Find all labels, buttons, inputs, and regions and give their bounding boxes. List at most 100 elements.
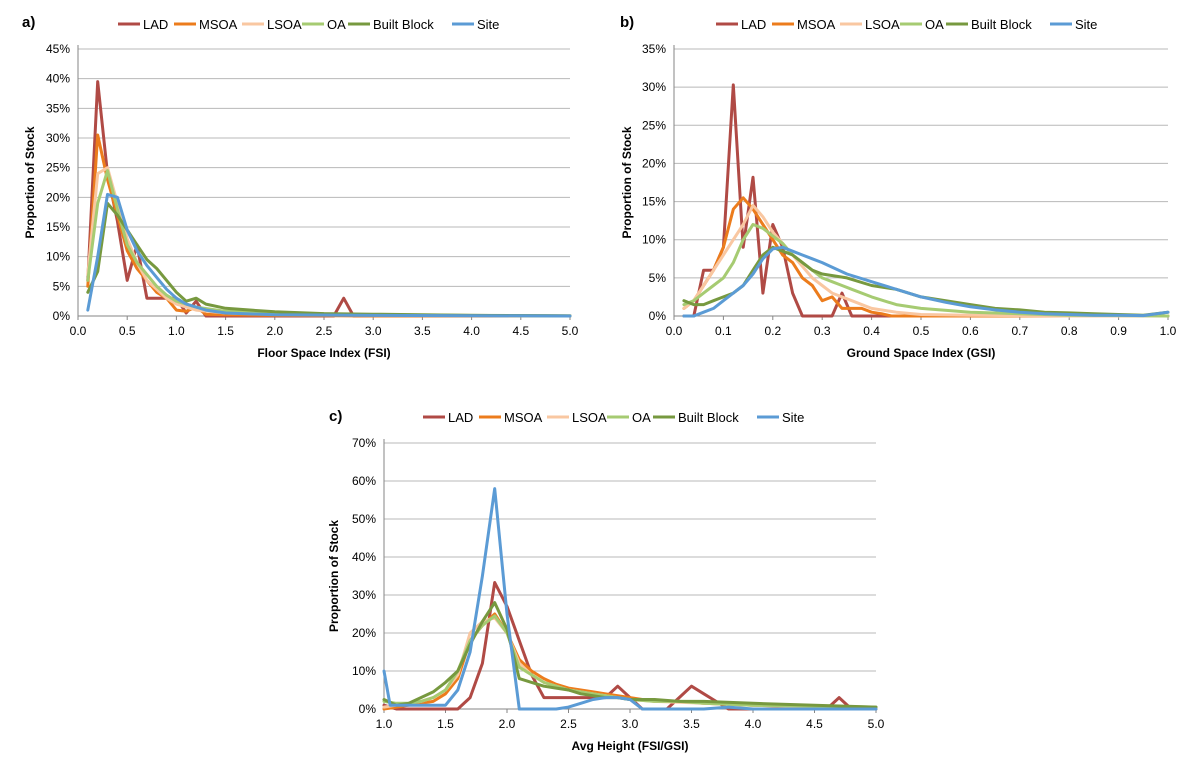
chart-c: 0% 10% 20% 30% 40% 50% 60% 70% 1.0 1.5 2.0 2.5 3.0 3.… <box>327 408 885 753</box>
x-tick-label: 1.0 <box>1160 324 1177 338</box>
x-tick-label: 3.5 <box>683 717 700 731</box>
x-tick-label: 0.5 <box>119 324 136 338</box>
y-tick-label: 10% <box>642 233 666 247</box>
legend-label-msoa: MSOA <box>504 410 543 425</box>
chart-a: 0% 5% 10% 15% 20% 25% 30% 35% 40% 45% 0.0 0.5 1.0 1.5… <box>22 14 579 360</box>
series-line-built-block <box>382 601 878 709</box>
x-tick-label: 0.9 <box>1110 324 1127 338</box>
legend-label-lad: LAD <box>143 17 168 32</box>
legend-label-built-block: Built Block <box>373 17 434 32</box>
x-tick-label: 1.0 <box>376 717 393 731</box>
y-axis-title: Proportion of Stock <box>23 126 37 238</box>
x-axis-title: Floor Space Index (FSI) <box>257 346 390 360</box>
x-tick-label: 0.7 <box>1011 324 1028 338</box>
legend-label-msoa: MSOA <box>199 17 238 32</box>
x-tick-label: 2.5 <box>560 717 577 731</box>
y-tick-label: 10% <box>352 664 376 678</box>
series-line-site <box>86 192 572 318</box>
panel-label: c) <box>329 408 342 425</box>
x-axis-title: Avg Height (FSI/GSI) <box>572 739 689 753</box>
x-tick-label: 0.5 <box>913 324 930 338</box>
y-tick-label: 20% <box>46 190 70 204</box>
legend-label-built-block: Built Block <box>678 410 739 425</box>
y-tick-label: 25% <box>46 161 70 175</box>
x-tick-label: 5.0 <box>562 324 579 338</box>
y-tick-label: 40% <box>46 72 70 86</box>
legend-label-lad: LAD <box>741 17 766 32</box>
y-tick-label: 10% <box>46 250 70 264</box>
x-tick-label: 2.0 <box>266 324 283 338</box>
x-tick-label: 2.0 <box>499 717 516 731</box>
panel-label: a) <box>22 14 35 31</box>
panel-label: b) <box>620 14 634 31</box>
y-tick-label: 30% <box>46 131 70 145</box>
x-tick-label: 5.0 <box>868 717 885 731</box>
y-tick-label: 60% <box>352 474 376 488</box>
series-line-lsoa <box>86 166 572 318</box>
x-tick-label: 0.4 <box>863 324 880 338</box>
legend-label-oa: OA <box>925 17 944 32</box>
series-line-msoa <box>682 196 1170 318</box>
legend-label-lad: LAD <box>448 410 473 425</box>
legend-label-site: Site <box>782 410 804 425</box>
y-tick-label: 0% <box>649 309 667 323</box>
legend-label-lsoa: LSOA <box>572 410 607 425</box>
legend-label-site: Site <box>1075 17 1097 32</box>
y-tick-label: 20% <box>352 626 376 640</box>
legend-label-oa: OA <box>632 410 651 425</box>
y-tick-label: 30% <box>642 80 666 94</box>
y-tick-label: 35% <box>46 101 70 115</box>
series-line-msoa <box>382 612 878 711</box>
y-tick-label: 15% <box>642 195 666 209</box>
x-tick-label: 0.3 <box>814 324 831 338</box>
x-tick-label: 4.5 <box>512 324 529 338</box>
y-tick-label: 5% <box>53 279 71 293</box>
y-tick-label: 30% <box>352 588 376 602</box>
legend-label-built-block: Built Block <box>971 17 1032 32</box>
x-tick-label: 3.0 <box>365 324 382 338</box>
legend-label-lsoa: LSOA <box>267 17 302 32</box>
legend-label-msoa: MSOA <box>797 17 836 32</box>
x-tick-label: 1.5 <box>437 717 454 731</box>
x-tick-label: 3.0 <box>622 717 639 731</box>
x-tick-label: 0.2 <box>764 324 781 338</box>
y-tick-label: 50% <box>352 512 376 526</box>
legend-label-site: Site <box>477 17 499 32</box>
x-axis-title: Ground Space Index (GSI) <box>847 346 996 360</box>
series-line-site <box>382 487 878 711</box>
y-tick-label: 5% <box>649 271 667 285</box>
series-line-lad <box>682 83 1170 318</box>
series-line-lsoa <box>682 203 1170 318</box>
y-tick-label: 45% <box>46 42 70 56</box>
x-tick-label: 0.0 <box>666 324 683 338</box>
y-tick-label: 15% <box>46 220 70 234</box>
y-tick-label: 25% <box>642 118 666 132</box>
x-tick-label: 4.0 <box>745 717 762 731</box>
series-line-oa <box>382 614 878 709</box>
chart-b: 0% 5% 10% 15% 20% 25% 30% 35% 0.0 0.1 0.2 0.3 0.4 0.5… <box>620 14 1177 360</box>
legend-label-oa: OA <box>327 17 346 32</box>
series-line-site <box>682 245 1170 318</box>
series-line-lsoa <box>382 616 878 710</box>
x-tick-label: 0.6 <box>962 324 979 338</box>
x-tick-label: 4.5 <box>806 717 823 731</box>
y-axis-title: Proportion of Stock <box>327 520 341 632</box>
y-axis-title: Proportion of Stock <box>620 126 634 238</box>
y-tick-label: 70% <box>352 436 376 450</box>
x-tick-label: 2.5 <box>316 324 333 338</box>
y-tick-label: 0% <box>359 702 377 716</box>
y-tick-label: 40% <box>352 550 376 564</box>
y-tick-label: 0% <box>53 309 71 323</box>
x-tick-label: 1.0 <box>168 324 185 338</box>
x-tick-label: 3.5 <box>414 324 431 338</box>
x-tick-label: 1.5 <box>217 324 234 338</box>
x-tick-label: 0.8 <box>1061 324 1078 338</box>
x-tick-label: 0.1 <box>715 324 732 338</box>
x-tick-label: 4.0 <box>463 324 480 338</box>
y-tick-label: 20% <box>642 156 666 170</box>
x-tick-label: 0.0 <box>70 324 87 338</box>
series-line-built-block <box>682 245 1170 317</box>
legend-label-lsoa: LSOA <box>865 17 900 32</box>
y-tick-label: 35% <box>642 42 666 56</box>
